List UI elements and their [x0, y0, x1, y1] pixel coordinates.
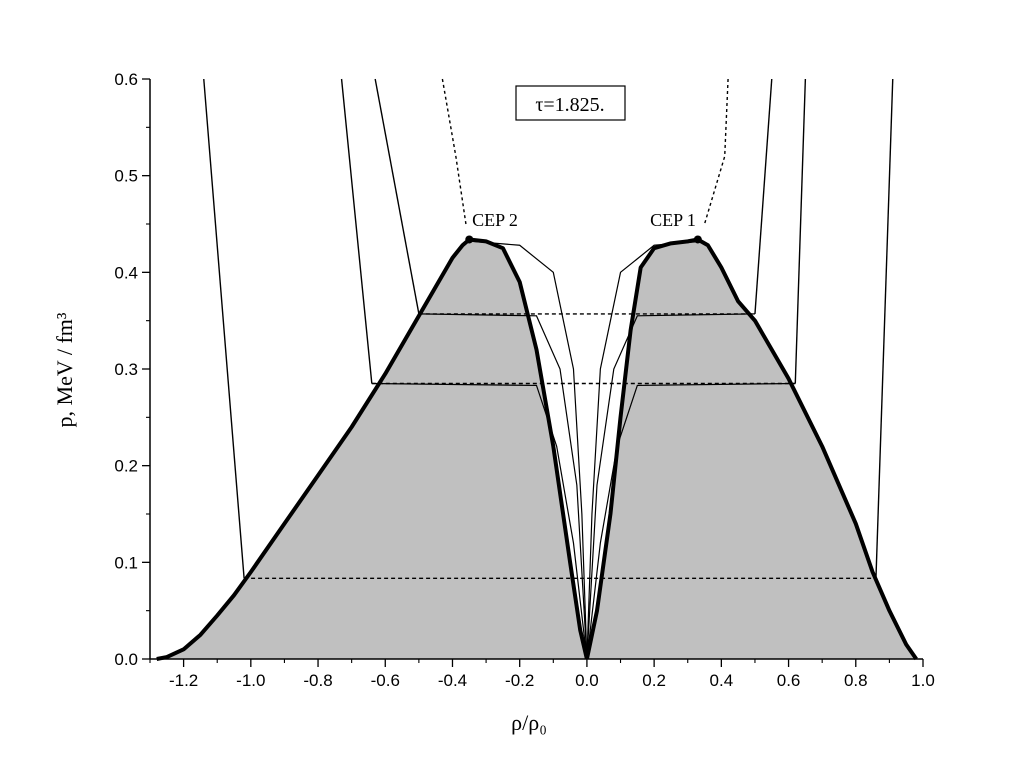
- y-tick-label-0: 0.0: [114, 650, 138, 669]
- y-axis-label: p, MeV / fm³: [52, 312, 77, 427]
- isotherm-line-4: [703, 78, 729, 225]
- x-axis-label: ρ/ρ₀: [511, 710, 547, 735]
- ticks-layer: -1.2 -1.0 -0.8 -0.6 -0.4 -0.2 0.0 0.2 0.4 0.6 0.8 1…: [114, 70, 934, 690]
- x-tick-label-7: 0.2: [642, 671, 666, 690]
- spinodal-curve-4: [371, 382, 588, 660]
- isotherm-line-0: [203, 78, 245, 579]
- isotherm-line-6: [794, 78, 807, 384]
- x-tick-label-10: 0.8: [844, 671, 868, 690]
- y-tick-label-1: 0.1: [114, 553, 138, 572]
- y-tick-label-5: 0.5: [114, 167, 138, 186]
- isotherm-line-3: [441, 78, 467, 225]
- tau-label: τ=1.825.: [535, 94, 604, 116]
- labels-layer: ρ/ρ₀ p, MeV / fm³: [52, 312, 547, 735]
- y-tick-label-4: 0.4: [114, 263, 138, 282]
- isotherm-line-7: [875, 78, 894, 579]
- spinodal-curve-0: [472, 240, 588, 660]
- isotherm-line-1: [340, 78, 373, 384]
- spinodal-curve-3: [586, 313, 755, 660]
- critical-point-2: [693, 235, 702, 244]
- y-tick-label-2: 0.2: [114, 457, 138, 476]
- x-tick-label-0: -1.2: [169, 671, 198, 690]
- x-tick-label-5: -0.2: [505, 671, 534, 690]
- cep1-label: CEP 1: [650, 210, 696, 230]
- tau-label-box: [515, 85, 626, 121]
- annotation-layer: τ=1.825. CEP 2 CEP 1: [472, 85, 696, 230]
- critical-point-1: [465, 235, 474, 244]
- spinodal-curve-2: [418, 313, 588, 660]
- y-tick-label-3: 0.3: [114, 360, 138, 379]
- x-tick-label-9: 0.6: [777, 671, 801, 690]
- coexistence-region-right: [586, 239, 917, 659]
- x-tick-label-6: 0.0: [575, 671, 599, 690]
- isotherm-line-2: [374, 78, 420, 315]
- x-tick-label-1: -1.0: [236, 671, 265, 690]
- cep2-label: CEP 2: [472, 210, 518, 230]
- binodal-curve-right: [584, 237, 918, 661]
- x-tick-label-4: -0.4: [438, 671, 467, 690]
- y-tick-label-6: 0.6: [114, 70, 138, 89]
- isotherm-line-5: [754, 78, 773, 314]
- plot-layer: [156, 78, 918, 661]
- x-tick-label-3: -0.6: [371, 671, 400, 690]
- x-tick-label-2: -0.8: [303, 671, 332, 690]
- binodal-curve-left: [156, 237, 589, 661]
- x-tick-label-11: 1.0: [911, 671, 935, 690]
- x-tick-label-8: 0.4: [710, 671, 734, 690]
